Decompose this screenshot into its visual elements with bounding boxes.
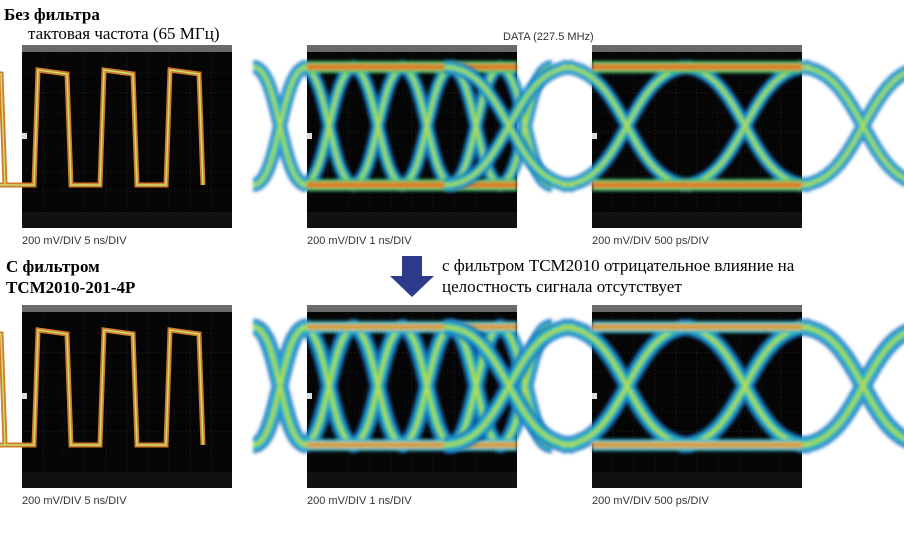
eye-diagram [443,60,904,192]
eye-diagram [443,318,904,454]
eye-rail-center [592,444,802,446]
channel-marker [307,133,312,139]
note: с фильтром TCM2010 отрицательное влияние… [442,256,795,275]
screen-top-bar [22,305,232,312]
channel-marker [592,393,597,399]
scope-screen [443,305,904,488]
caption: 200 mV/DIV 1 ns/DIV [307,495,412,507]
eye-trace [252,66,553,186]
channel-marker [22,393,27,399]
caption: 200 mV/DIV 5 ns/DIV [22,235,127,247]
eye-rail-center [307,326,517,328]
eye-rail-center [592,326,802,328]
screen-top-bar [307,45,517,52]
screen-top-bar [307,305,517,312]
caption: 200 mV/DIV 1 ns/DIV [307,235,412,247]
screen-top-bar [22,45,232,52]
caption: 200 mV/DIV 500 ps/DIV [592,495,709,507]
data-label: DATA (227.5 MHz) [503,31,594,43]
note: целостность сигнала отсутствует [442,277,682,296]
row1-label: Без фильтра [4,5,100,24]
screen-bottom-bar [307,212,517,228]
eye-rail-center [307,184,517,186]
waveform [0,69,204,186]
row2-label: С фильтром [6,257,100,276]
screen-top-bar [592,305,802,312]
eye-rail-center [592,66,802,68]
eye-rail-center [592,184,802,186]
row2-label: TCM2010-201-4P [6,278,135,297]
arrow [390,256,434,297]
row1-sublabel: тактовая частота (65 МГц) [28,24,220,43]
screen-bottom-bar [22,472,232,488]
eye-trace [444,66,904,186]
screen-bottom-bar [592,472,802,488]
caption: 200 mV/DIV 5 ns/DIV [22,495,127,507]
screen-bottom-bar [22,212,232,228]
eye-rail-center [307,444,517,446]
screen-bottom-bar [307,472,517,488]
scope-screen [0,45,232,228]
scope-screen [250,305,555,488]
caption: 200 mV/DIV 500 ps/DIV [592,235,709,247]
waveform [0,329,204,446]
screen-bottom-bar [592,212,802,228]
channel-marker [592,133,597,139]
channel-marker [22,133,27,139]
eye-trace [444,325,904,447]
eye-rail-center [307,66,517,68]
eye-trace [252,325,553,447]
screen-top-bar [592,45,802,52]
channel-marker [307,393,312,399]
scope-screen [443,45,904,228]
scope-screen [0,305,232,488]
